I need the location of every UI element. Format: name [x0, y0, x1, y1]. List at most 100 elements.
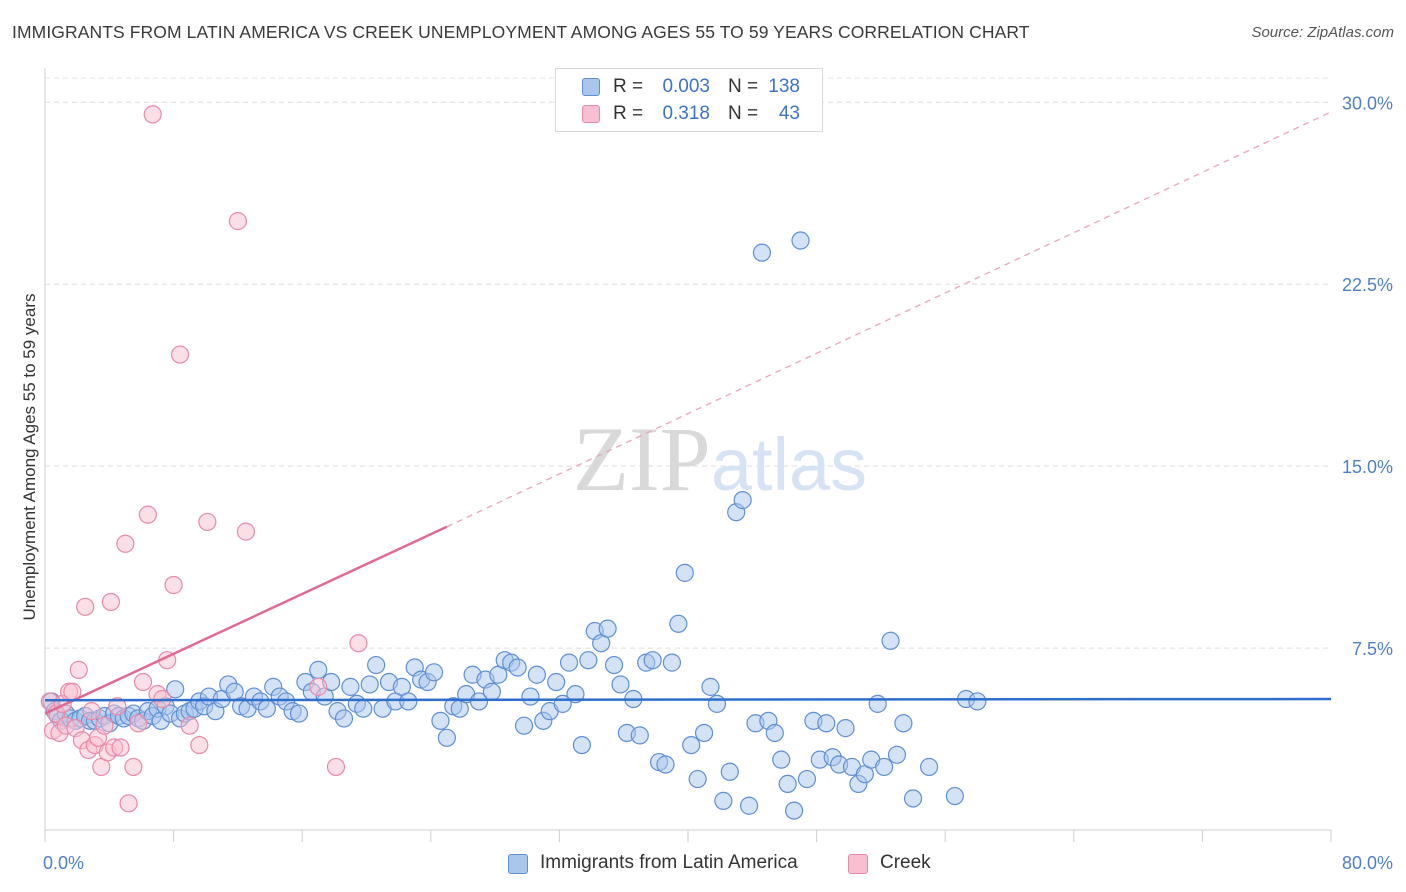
tick-labels: 7.5% 15.0% 22.5% 30.0% 0.0% 80.0% — [43, 93, 1393, 873]
data-point-creek — [108, 697, 127, 716]
data-point-latin-america — [399, 692, 418, 711]
data-point-creek — [69, 660, 88, 679]
legend-row-creek: R = 0.318 N = 43 — [556, 101, 822, 128]
legend-swatch-pink — [848, 854, 868, 874]
trend-line-latin-america — [44, 697, 1332, 702]
data-point-creek — [116, 534, 135, 553]
r-label: R = — [613, 76, 644, 97]
x-tick-label-min: 0.0% — [43, 853, 84, 873]
data-point-latin-america — [166, 680, 185, 699]
r-label: R = — [613, 103, 644, 124]
data-point-latin-america — [604, 655, 624, 675]
stats-legend: R = 0.003 N = 138 R = 0.318 N = 43 — [555, 68, 823, 132]
data-point-creek — [309, 677, 328, 696]
data-point-latin-america — [817, 714, 836, 733]
data-point-creek — [119, 794, 138, 813]
data-point-creek — [143, 105, 162, 124]
data-point-latin-america — [968, 692, 987, 711]
watermark-zip: ZIP — [573, 408, 711, 510]
data-point-latin-america — [739, 796, 759, 815]
data-point-creek — [82, 702, 101, 721]
data-point-latin-america — [309, 660, 328, 679]
data-point-creek — [101, 592, 121, 612]
data-point-latin-america — [701, 677, 720, 696]
x-tick-label-max: 80.0% — [1342, 853, 1393, 873]
data-point-creek — [76, 597, 95, 616]
data-point-latin-america — [566, 685, 585, 704]
r-value: 0.318 — [662, 103, 710, 124]
series-legend: Immigrants from Latin America Creek — [0, 851, 1406, 877]
trend-lines — [44, 111, 1332, 715]
data-point-latin-america — [669, 614, 688, 633]
n-value: 138 — [768, 76, 800, 97]
data-point-creek — [138, 505, 157, 524]
y-tick-label: 22.5% — [1342, 275, 1393, 295]
data-point-latin-america — [559, 653, 579, 672]
data-point-latin-america — [508, 658, 527, 677]
watermark-atlas: atlas — [711, 423, 867, 506]
data-point-latin-america — [521, 687, 540, 706]
data-point-latin-america — [514, 716, 534, 735]
data-point-latin-america — [424, 663, 444, 682]
data-point-creek — [129, 714, 148, 733]
data-point-creek — [198, 512, 217, 532]
data-point-latin-america — [662, 653, 682, 672]
data-point-latin-america — [765, 723, 784, 743]
n-label: N = — [728, 76, 759, 97]
data-point-latin-america — [367, 655, 386, 675]
data-point-latin-america — [360, 675, 379, 694]
data-point-creek — [236, 522, 256, 541]
data-point-latin-america — [881, 631, 900, 650]
data-point-creek — [190, 735, 209, 755]
data-point-latin-america — [887, 745, 907, 764]
data-point-latin-america — [720, 762, 739, 781]
legend-label: Creek — [880, 852, 931, 873]
data-point-latin-america — [643, 651, 662, 670]
y-tick-label: 7.5% — [1352, 639, 1393, 659]
data-point-latin-america — [354, 699, 373, 718]
trend-line-creek-extension — [446, 111, 1332, 528]
data-point-latin-america — [875, 757, 894, 777]
data-point-latin-america — [431, 711, 450, 730]
series-creek-points — [40, 105, 368, 813]
data-point-creek — [349, 634, 368, 653]
data-point-latin-america — [334, 709, 354, 728]
data-point-creek — [111, 738, 130, 757]
data-point-latin-america — [752, 243, 772, 262]
data-point-creek — [95, 716, 114, 735]
watermark: ZIPatlas — [573, 408, 867, 510]
data-point-latin-america — [714, 791, 733, 810]
n-value: 43 — [778, 103, 800, 124]
data-point-latin-america — [572, 735, 592, 755]
r-value: 0.003 — [662, 76, 710, 97]
legend-label: Immigrants from Latin America — [540, 852, 798, 873]
data-point-latin-america — [778, 774, 797, 794]
y-axis-label: Unemployment Among Ages 55 to 59 years — [20, 294, 39, 621]
data-point-latin-america — [772, 750, 791, 769]
data-point-latin-america — [675, 563, 694, 582]
data-point-latin-america — [836, 719, 855, 738]
data-point-latin-america — [694, 723, 714, 743]
data-point-latin-america — [547, 672, 566, 692]
legend-swatch-blue — [508, 854, 528, 874]
data-point-creek — [133, 672, 153, 692]
data-point-latin-america — [797, 769, 817, 789]
legend-row-latin-america: R = 0.003 N = 138 — [556, 74, 822, 101]
data-point-latin-america — [482, 682, 501, 701]
y-tick-label: 30.0% — [1342, 93, 1393, 113]
data-point-creek — [180, 716, 199, 735]
legend-swatch-blue — [582, 78, 600, 96]
source-label: Source: ZipAtlas.com — [1251, 24, 1394, 41]
chart-title: IMMIGRANTS FROM LATIN AMERICA VS CREEK U… — [12, 22, 1030, 42]
data-point-latin-america — [437, 728, 456, 747]
data-point-creek — [164, 575, 183, 595]
data-point-latin-america — [579, 651, 598, 670]
data-point-latin-america — [945, 786, 964, 806]
data-point-latin-america — [707, 694, 727, 713]
data-point-latin-america — [289, 704, 309, 723]
data-point-creek — [326, 757, 346, 777]
data-point-latin-america — [920, 757, 939, 777]
data-point-latin-america — [894, 714, 913, 733]
data-point-latin-america — [688, 769, 707, 789]
